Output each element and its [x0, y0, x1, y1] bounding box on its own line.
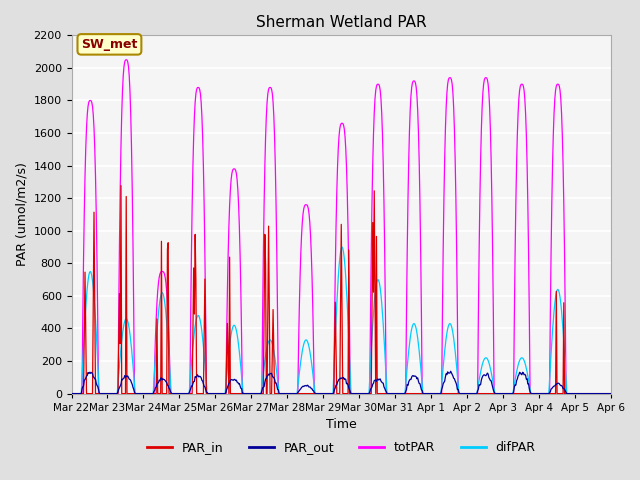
- Line: PAR_out: PAR_out: [72, 371, 611, 394]
- PAR_out: [216, 391, 224, 396]
- difPAR: [133, 391, 141, 396]
- Title: Sherman Wetland PAR: Sherman Wetland PAR: [256, 15, 427, 30]
- PAR_in: [607, 391, 614, 396]
- Line: totPAR: totPAR: [72, 60, 611, 394]
- totPAR: [188, 203, 196, 208]
- Y-axis label: PAR (umol/m2/s): PAR (umol/m2/s): [15, 163, 28, 266]
- difPAR: [68, 391, 76, 396]
- PAR_in: [134, 391, 141, 396]
- Line: difPAR: difPAR: [72, 247, 611, 394]
- PAR_out: [447, 368, 454, 374]
- difPAR: [338, 244, 346, 250]
- Line: PAR_in: PAR_in: [72, 186, 611, 394]
- difPAR: [423, 391, 431, 396]
- totPAR: [77, 391, 85, 396]
- totPAR: [134, 391, 141, 396]
- PAR_in: [423, 391, 431, 396]
- PAR_out: [68, 391, 76, 396]
- PAR_out: [607, 391, 614, 396]
- PAR_in: [188, 391, 196, 396]
- totPAR: [217, 391, 225, 396]
- PAR_out: [422, 391, 430, 396]
- Text: SW_met: SW_met: [81, 38, 138, 51]
- difPAR: [607, 391, 614, 396]
- totPAR: [68, 391, 76, 396]
- Legend: PAR_in, PAR_out, totPAR, difPAR: PAR_in, PAR_out, totPAR, difPAR: [142, 436, 541, 459]
- PAR_in: [77, 391, 85, 396]
- X-axis label: Time: Time: [326, 418, 356, 431]
- PAR_in: [407, 391, 415, 396]
- difPAR: [407, 330, 415, 336]
- PAR_out: [77, 391, 85, 396]
- totPAR: [407, 93, 415, 99]
- PAR_out: [133, 391, 141, 396]
- PAR_in: [217, 391, 225, 396]
- totPAR: [423, 391, 431, 396]
- PAR_out: [188, 383, 195, 389]
- PAR_in: [117, 183, 125, 189]
- totPAR: [607, 391, 614, 396]
- PAR_out: [406, 376, 414, 382]
- PAR_in: [68, 391, 76, 396]
- difPAR: [216, 391, 224, 396]
- difPAR: [77, 391, 85, 396]
- totPAR: [122, 57, 130, 63]
- difPAR: [188, 361, 195, 367]
